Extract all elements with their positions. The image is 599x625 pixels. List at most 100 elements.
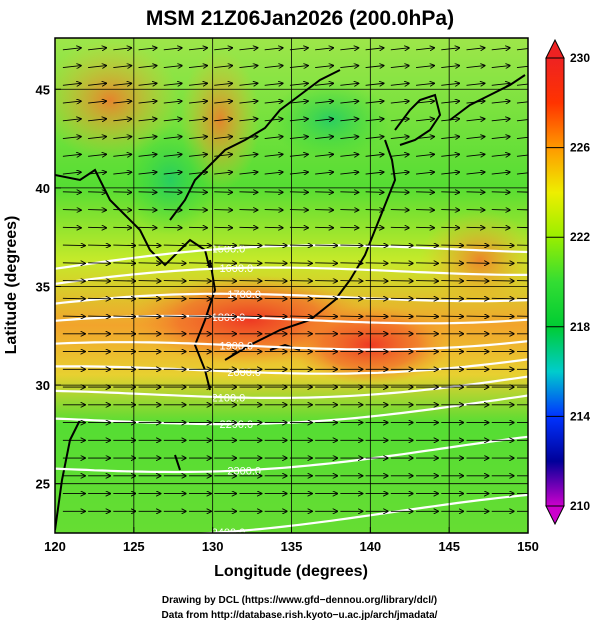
wind-vector [138, 263, 161, 264]
wind-vector [340, 137, 358, 139]
wind-vector [214, 83, 232, 85]
wind-vector [88, 172, 106, 174]
wind-vector [441, 83, 459, 85]
wind-vector [163, 66, 182, 68]
colorbar-tick-label: 230 [570, 51, 590, 65]
wind-vector [62, 154, 81, 156]
wind-vector [264, 66, 283, 68]
wind-vector [365, 101, 384, 103]
wind-vector [264, 192, 283, 193]
wind-vector [113, 192, 131, 193]
x-tick-label: 150 [517, 539, 539, 554]
wind-vector [340, 298, 362, 299]
wind-vector [441, 66, 459, 68]
wind-vector [390, 172, 409, 174]
gridlines [55, 38, 528, 533]
wind-vector [62, 66, 81, 68]
wind-vector [365, 263, 388, 264]
wind-vector [138, 101, 157, 103]
wind-vector [516, 136, 528, 140]
wind-vector [491, 83, 510, 85]
wind-vector [365, 281, 388, 282]
wind-vector [491, 101, 510, 103]
wind-vector [289, 154, 308, 156]
wind-vector [188, 83, 207, 85]
colorbar-tick-label: 218 [570, 320, 590, 334]
wind-vector [62, 83, 81, 85]
wind-vector [113, 227, 131, 228]
wind-vector [466, 154, 485, 156]
wind-vector [516, 172, 528, 175]
wind-vector [113, 210, 131, 211]
wind-vector [416, 137, 434, 139]
wind-vector [416, 101, 434, 103]
wind-vector [88, 263, 110, 264]
wind-vector [390, 154, 409, 156]
wind-vector [163, 263, 186, 264]
wind-vector [441, 154, 459, 156]
credit-line-data: Data from http://database.rish.kyoto−u.a… [161, 610, 438, 621]
wind-vector [88, 192, 106, 193]
wind-vector [365, 227, 384, 228]
colorbar-body [545, 57, 565, 507]
x-tick-label: 120 [44, 539, 66, 554]
wind-vector [264, 281, 287, 282]
wind-vector [189, 263, 211, 264]
wind-vector [239, 281, 261, 282]
wind-vector [390, 227, 409, 228]
contour-label: 1600.0 [219, 263, 253, 275]
wind-vector [390, 316, 413, 317]
wind-vector [441, 119, 459, 121]
wind-vector [88, 48, 106, 50]
wind-vector [138, 66, 157, 68]
wind-vector [264, 245, 287, 246]
wind-vector [416, 227, 434, 228]
wind-vector [239, 192, 257, 193]
wind-vector [214, 137, 232, 139]
wind-vector [163, 192, 182, 193]
wind-vector [62, 210, 81, 211]
wind-vector [188, 48, 207, 50]
wind-vector [189, 227, 207, 228]
map-title: MSM 21Z06Jan2026 (200.0hPa) [146, 7, 454, 30]
contour-label: 2100.0 [212, 392, 246, 404]
wind-vector [365, 210, 384, 211]
wind-vector [365, 48, 384, 50]
wind-vector [138, 316, 161, 317]
wind-vector [113, 245, 135, 246]
wind-vector [491, 66, 510, 68]
wind-vector [88, 83, 106, 85]
wind-vector [189, 281, 211, 282]
x-tick-label: 130 [202, 539, 224, 554]
wind-vector [466, 119, 485, 121]
wind-vector [315, 119, 333, 121]
wind-vector [416, 298, 438, 299]
wind-vector [390, 83, 409, 85]
colorbar: 230 226 222 218 214 210 [545, 38, 590, 526]
wind-vector [138, 245, 161, 246]
wind-vector [315, 137, 333, 139]
colorbar-ticks: 230 226 222 218 214 210 [546, 51, 590, 513]
wind-vector [365, 119, 384, 121]
wind-vector [239, 263, 261, 264]
wind-vector [466, 263, 489, 264]
wind-vector [466, 101, 485, 103]
wind-vector [289, 48, 308, 50]
wind-vector [289, 119, 308, 121]
wind-vector [466, 83, 485, 85]
wind-vector [62, 316, 85, 317]
wind-vector [516, 119, 528, 122]
wind-vector [466, 192, 485, 193]
wind-vector [289, 137, 308, 139]
wind-vector [138, 281, 161, 282]
x-axis-ticks: 120 125 130 135 140 145 150 [44, 527, 539, 554]
wind-vector [264, 263, 287, 264]
contour-label: 1900.0 [219, 340, 253, 352]
wind-vector [264, 316, 287, 317]
wind-vector [491, 316, 514, 317]
wind-vector [466, 48, 485, 50]
wind-vector [466, 210, 485, 211]
wind-vector [289, 192, 308, 193]
wind-vector [315, 192, 333, 193]
